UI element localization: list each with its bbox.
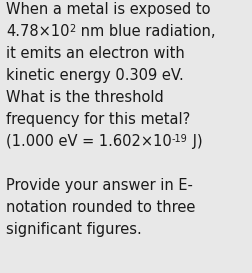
Text: significant figures.: significant figures.	[6, 222, 141, 237]
Text: frequency for this metal?: frequency for this metal?	[6, 112, 190, 127]
Text: 4.78×10: 4.78×10	[6, 24, 69, 39]
Text: 2: 2	[69, 23, 75, 34]
Text: Provide your answer in E-: Provide your answer in E-	[6, 178, 192, 193]
Text: (1.000 eV = 1.602×10: (1.000 eV = 1.602×10	[6, 134, 171, 149]
Text: kinetic energy 0.309 eV.: kinetic energy 0.309 eV.	[6, 68, 183, 83]
Text: J): J)	[187, 134, 201, 149]
Text: -19: -19	[171, 133, 187, 144]
Text: it emits an electron with: it emits an electron with	[6, 46, 184, 61]
Text: nm blue radiation,: nm blue radiation,	[75, 24, 214, 39]
Text: notation rounded to three: notation rounded to three	[6, 200, 195, 215]
Text: What is the threshold: What is the threshold	[6, 90, 163, 105]
Text: When a metal is exposed to: When a metal is exposed to	[6, 2, 210, 17]
